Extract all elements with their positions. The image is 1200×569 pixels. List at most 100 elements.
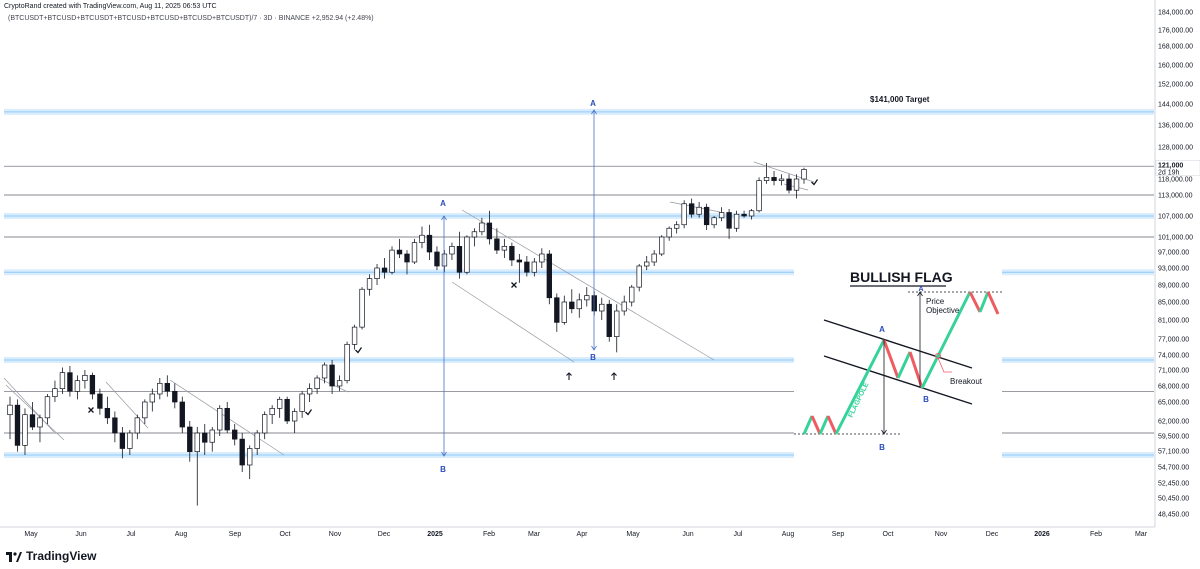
candle[interactable] — [681, 200, 687, 229]
candle[interactable] — [733, 210, 740, 232]
candle[interactable] — [291, 408, 298, 433]
candle[interactable] — [621, 295, 627, 316]
candle[interactable] — [606, 299, 612, 342]
candle[interactable] — [651, 250, 657, 266]
candle[interactable] — [232, 424, 238, 446]
candle[interactable] — [366, 274, 373, 296]
candle[interactable] — [329, 360, 335, 394]
trend-channel-line[interactable] — [669, 201, 721, 213]
candle[interactable] — [14, 399, 21, 452]
candle[interactable] — [763, 163, 770, 184]
candle[interactable] — [718, 207, 725, 222]
candle[interactable] — [711, 216, 717, 229]
candle[interactable] — [194, 427, 200, 506]
candle[interactable] — [584, 287, 590, 307]
candle[interactable] — [501, 238, 508, 258]
candle[interactable] — [441, 250, 448, 273]
candle[interactable] — [172, 383, 178, 409]
candle[interactable] — [516, 254, 523, 283]
candle[interactable] — [554, 293, 560, 332]
candle[interactable] — [456, 231, 463, 279]
candle[interactable] — [321, 362, 328, 384]
candle[interactable] — [786, 174, 792, 194]
candle[interactable] — [673, 221, 680, 234]
candle[interactable] — [411, 238, 418, 264]
candle[interactable] — [149, 388, 155, 412]
candle[interactable] — [217, 405, 223, 436]
candle[interactable] — [82, 370, 88, 389]
candle[interactable] — [434, 246, 440, 271]
candle[interactable] — [247, 445, 253, 480]
candle[interactable] — [396, 238, 403, 258]
candle[interactable] — [351, 324, 358, 350]
candle[interactable] — [426, 224, 433, 260]
candle[interactable] — [471, 228, 478, 247]
candle[interactable] — [374, 264, 380, 285]
candle[interactable] — [778, 174, 785, 186]
candle[interactable] — [449, 242, 455, 260]
trend-channel-line[interactable] — [5, 384, 65, 441]
candle[interactable] — [254, 430, 260, 455]
candle[interactable] — [299, 391, 305, 418]
candle[interactable] — [127, 430, 133, 455]
candle[interactable] — [262, 411, 268, 440]
candle[interactable] — [306, 383, 313, 402]
candle[interactable] — [239, 433, 245, 472]
trend-channel-line[interactable] — [461, 209, 715, 361]
candle[interactable] — [52, 380, 58, 402]
candle[interactable] — [381, 258, 388, 279]
candle[interactable] — [209, 427, 215, 452]
candle[interactable] — [179, 396, 185, 433]
candle[interactable] — [546, 250, 552, 305]
candle[interactable] — [696, 202, 702, 218]
candle[interactable] — [269, 405, 275, 424]
candle[interactable] — [359, 287, 365, 330]
candle[interactable] — [703, 203, 710, 230]
candle[interactable] — [314, 375, 320, 394]
candle[interactable] — [344, 341, 350, 384]
candle[interactable] — [599, 297, 605, 320]
candle[interactable] — [202, 424, 208, 455]
candle[interactable] — [614, 304, 620, 353]
candle[interactable] — [666, 226, 672, 241]
candle[interactable] — [157, 378, 163, 400]
candle[interactable] — [659, 235, 665, 256]
trend-channel-line[interactable] — [451, 281, 575, 363]
candle[interactable] — [539, 248, 545, 268]
candle[interactable] — [164, 375, 170, 397]
candle[interactable] — [561, 295, 567, 325]
candle[interactable] — [44, 394, 51, 424]
candle[interactable] — [479, 217, 485, 236]
candle[interactable] — [509, 242, 515, 266]
candle[interactable] — [276, 396, 283, 418]
candle[interactable] — [644, 256, 650, 271]
current-price-tag[interactable] — [1155, 160, 1200, 176]
candle[interactable] — [793, 174, 800, 199]
candle[interactable] — [494, 228, 500, 254]
candle[interactable] — [726, 209, 732, 239]
candle[interactable] — [524, 256, 530, 277]
candle[interactable] — [37, 414, 43, 443]
candle[interactable] — [576, 293, 582, 318]
candle[interactable] — [419, 226, 425, 249]
candle[interactable] — [119, 427, 126, 459]
candle[interactable] — [224, 402, 230, 433]
candle[interactable] — [531, 258, 538, 277]
candle[interactable] — [486, 210, 493, 245]
candle[interactable] — [112, 411, 118, 443]
candle[interactable] — [389, 246, 395, 275]
candle[interactable] — [22, 408, 28, 455]
candle[interactable] — [629, 285, 635, 307]
candle[interactable] — [756, 177, 762, 213]
candle[interactable] — [104, 396, 111, 424]
candle[interactable] — [74, 375, 81, 400]
candle[interactable] — [688, 198, 695, 218]
candle[interactable] — [134, 414, 141, 440]
candle[interactable] — [801, 167, 807, 184]
candle[interactable] — [336, 375, 343, 392]
candle[interactable] — [59, 367, 66, 395]
candle[interactable] — [29, 402, 36, 430]
tradingview-logo[interactable]: TradingView — [6, 549, 96, 563]
candle[interactable] — [741, 210, 747, 218]
